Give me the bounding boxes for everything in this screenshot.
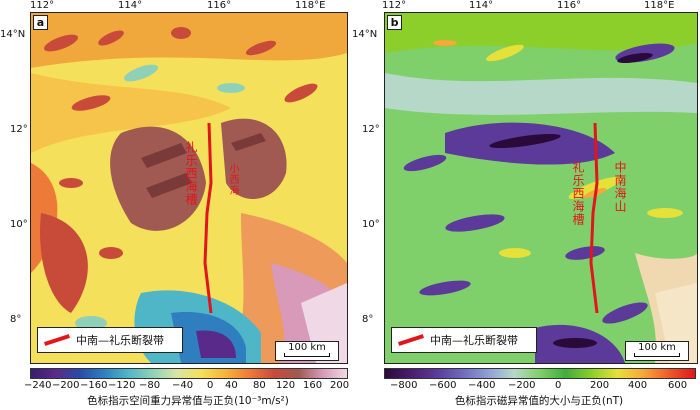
colorbar-tick: 120 (276, 380, 296, 391)
lon-label: 116° (557, 0, 582, 11)
fault-label: 礼乐西海槽 (571, 161, 585, 226)
map-legend: 中南—礼乐断裂带 (391, 327, 537, 353)
colorbar-tick: −240 (24, 380, 52, 391)
lat-label: 10° (10, 219, 28, 230)
colorbar-tick: −200 (508, 380, 536, 391)
colorbar-tick: −600 (429, 380, 457, 391)
colorbar-tick: −200 (52, 380, 80, 391)
colorbar (384, 368, 696, 379)
lon-label: 116° (207, 0, 232, 11)
lon-label: 118°E (295, 0, 326, 11)
scale-label: 100 km (638, 342, 676, 353)
panel-a: 112° 114° 116° 118°E 14°N 12° 10° 8° (0, 0, 350, 408)
magnetic-anomaly-map: b 礼乐西海槽 中南海山 中南—礼乐断裂带 100 km (384, 12, 698, 364)
gravity-anomaly-map: a 礼乐西海槽 小西海 中南—礼乐断裂带 100 km (30, 12, 348, 364)
scale-label: 100 km (288, 342, 326, 353)
colorbar-tick: −120 (108, 380, 136, 391)
colorbar-tick: 400 (628, 380, 648, 391)
lat-label: 8° (362, 314, 374, 325)
panel-letter: b (387, 15, 402, 30)
colorbar-tick: −800 (390, 380, 418, 391)
lon-label: 114° (118, 0, 143, 11)
panel-letter: a (33, 15, 48, 30)
scale-bar-line (634, 353, 680, 357)
scale-bar: 100 km (625, 341, 689, 361)
legend-label: 中南—礼乐断裂带 (76, 334, 164, 347)
colorbar-tick: 600 (668, 380, 688, 391)
lat-label: 10° (362, 219, 380, 230)
fault-label: 礼乐西海槽 (184, 141, 198, 206)
colorbar-tick: 0 (555, 380, 562, 391)
colorbar-tick: 200 (330, 380, 350, 391)
colorbar-tick: −40 (172, 380, 194, 391)
lat-label: 14°N (0, 29, 26, 40)
lat-label: 12° (10, 124, 28, 135)
lon-label: 112° (30, 0, 55, 11)
fault-label: 中南海山 (613, 161, 627, 213)
fault-line-swatch (398, 334, 424, 346)
lon-label: 118°E (644, 0, 675, 11)
lat-label: 14°N (352, 29, 378, 40)
colorbar-tick: −400 (468, 380, 496, 391)
map-legend: 中南—礼乐断裂带 (37, 327, 183, 353)
lon-label: 112° (382, 0, 407, 11)
scale-bar-line (284, 353, 330, 357)
colorbar-caption: 色标指示磁异常值的大小与正负(nT) (454, 395, 624, 407)
colorbar-tick: 40 (225, 380, 238, 391)
fault-line-swatch (44, 334, 70, 346)
colorbar-tick: 200 (590, 380, 610, 391)
magnetic-map-canvas (385, 13, 697, 363)
scale-bar: 100 km (275, 341, 339, 361)
colorbar-tick: 0 (207, 380, 214, 391)
gravity-map-canvas (31, 13, 347, 363)
panel-b: 112° 114° 116° 118°E 14°N 12° 10° 8° (352, 0, 700, 410)
colorbar-tick: 160 (303, 380, 323, 391)
colorbar-tick: 80 (253, 380, 266, 391)
colorbar-caption: 色标指示空间重力异常值与正负(10⁻³m/s²) (87, 395, 289, 407)
colorbar-tick: −80 (139, 380, 161, 391)
lat-label: 12° (362, 124, 380, 135)
lon-label: 114° (469, 0, 494, 11)
legend-label: 中南—礼乐断裂带 (430, 334, 518, 347)
colorbar-tick: −160 (80, 380, 108, 391)
colorbar (30, 368, 348, 379)
fault-label: 小西海 (227, 163, 238, 196)
lat-label: 8° (10, 314, 22, 325)
